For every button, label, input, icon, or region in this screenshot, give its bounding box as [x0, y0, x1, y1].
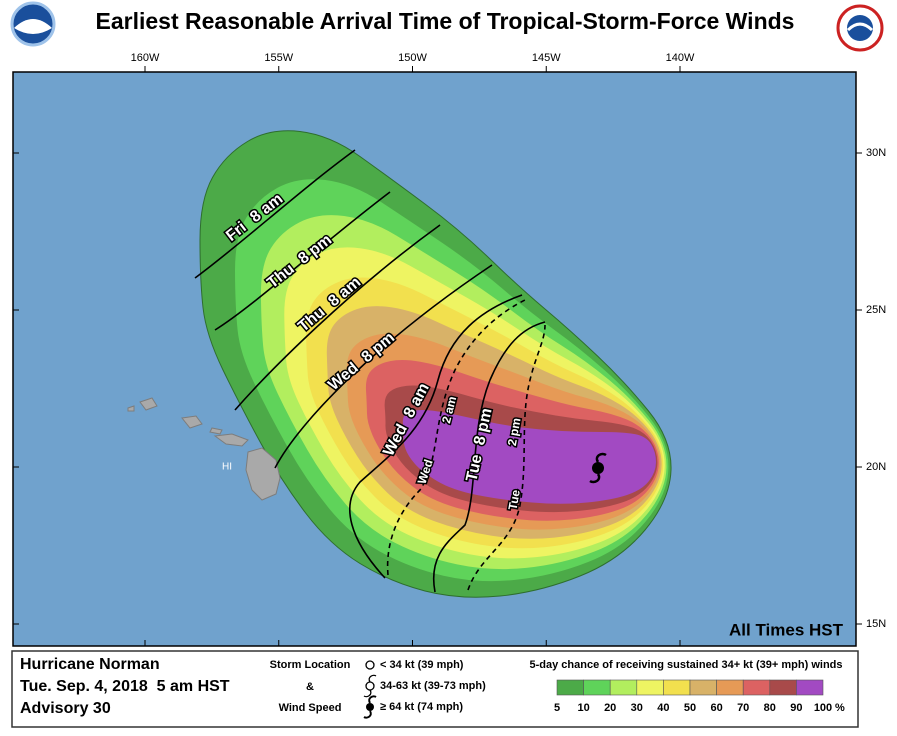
map-axes: 160W 155W 150W 145W 140W 30N 25N 20N 15N: [13, 52, 886, 646]
scale-bin: [663, 679, 691, 696]
scale-label: 10: [577, 702, 589, 714]
scale-bin: [583, 679, 611, 696]
scale-bin: [689, 679, 717, 696]
key-item: 34-63 kt (39-73 mph): [380, 680, 486, 692]
lat-label: 15N: [866, 618, 886, 630]
scale-bin: [636, 679, 664, 696]
noaa-logo: [10, 1, 56, 47]
nws-logo: [836, 4, 884, 52]
lon-label: 160W: [131, 52, 160, 64]
arrival-time: 2 pm: [505, 417, 524, 447]
lat-label: 20N: [866, 461, 886, 473]
key-title: Storm Location: [270, 659, 351, 671]
scale-bin: [769, 679, 797, 696]
scale-label: 20: [604, 702, 616, 714]
probability-area: [402, 410, 656, 504]
arrival-day: Tue: [506, 488, 523, 511]
scale-bin: [556, 679, 584, 696]
probability-scale: 5 10 20 30 40 50 60 70 80 90 100%: [554, 679, 845, 714]
lon-label: 155W: [264, 52, 293, 64]
key-item: ≥ 64 kt (74 mph): [380, 701, 463, 713]
scale-bin: [609, 679, 638, 696]
storm-symbol: [589, 452, 607, 484]
scale-label: 30: [631, 702, 643, 714]
scale-label: 80: [764, 702, 776, 714]
lon-label: 140W: [666, 52, 695, 64]
key-item: < 34 kt (39 mph): [380, 659, 464, 671]
scale-label: 50: [684, 702, 696, 714]
map-frame: [12, 71, 857, 647]
lat-label: 25N: [866, 304, 886, 316]
key-symbols: [363, 660, 377, 719]
scale-bin: [716, 679, 744, 696]
arrival-label: Tue8 pm: [464, 407, 496, 484]
storm-name: Hurricane Norman: [20, 656, 160, 673]
lon-label: 150W: [398, 52, 427, 64]
advisory-date: Tue. Sep. 4, 2018 5 am HST: [20, 678, 230, 695]
key-title: &: [306, 681, 314, 693]
title: Earliest Reasonable Arrival Time of Trop…: [96, 8, 795, 34]
scale-label: 70: [737, 702, 749, 714]
key-title: Wind Speed: [279, 702, 342, 714]
place-label: HI: [222, 462, 232, 473]
scale-bin: [796, 679, 824, 696]
probability-contours: [199, 130, 672, 598]
scale-label: 100: [814, 702, 832, 714]
advisory-number: Advisory 30: [20, 700, 111, 717]
scale-label: 60: [710, 702, 722, 714]
scale-unit: %: [835, 702, 845, 714]
time-note: All Times HST: [729, 620, 844, 639]
islands: [127, 397, 281, 501]
legend-title: 5-day chance of receiving sustained 34+ …: [530, 659, 843, 671]
lat-label: 30N: [866, 147, 886, 159]
lon-label: 145W: [532, 52, 561, 64]
scale-label: 5: [554, 702, 560, 714]
scale-label: 90: [790, 702, 802, 714]
scale-bin: [742, 679, 771, 696]
arrival-lines: [194, 149, 546, 593]
scale-label: 40: [657, 702, 669, 714]
